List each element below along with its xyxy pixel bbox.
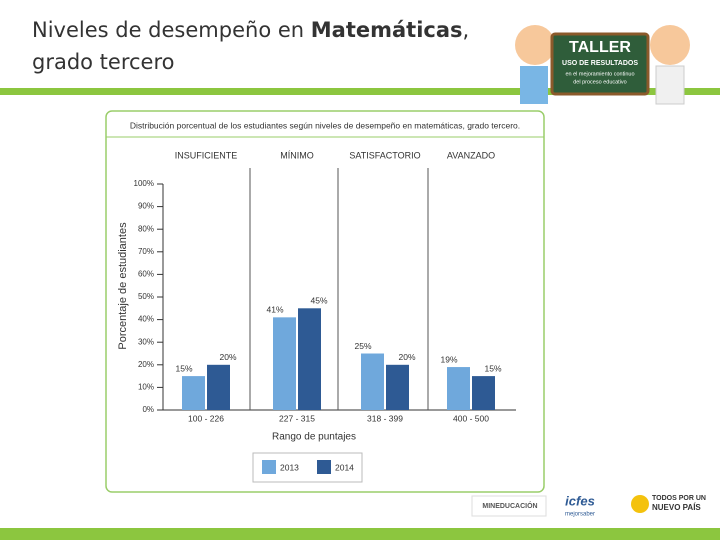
banner-board: [550, 32, 650, 96]
value-label: 41%: [266, 305, 283, 315]
logo-text: TODOS POR UN: [652, 495, 706, 502]
banner-text: TALLER: [569, 39, 631, 56]
bar: [207, 364, 230, 410]
heading-text: grado tercero: [32, 50, 175, 74]
banner-text: USO DE RESULTADOS: [562, 60, 638, 67]
legend-swatch: [262, 460, 276, 474]
level-label: AVANZADO: [447, 150, 495, 160]
bar: [386, 364, 409, 410]
logo-emblem: [631, 495, 649, 513]
character: [650, 25, 690, 65]
slide-heading: Niveles de desempeño en Matemáticas, grad…: [32, 14, 469, 78]
level-label: MÍNIMO: [280, 150, 314, 160]
banner-text: en el mejoramiento continuo: [565, 71, 634, 77]
value-label: 45%: [310, 296, 327, 306]
bar: [273, 317, 296, 410]
bar: [472, 376, 495, 410]
character: [515, 25, 555, 65]
logo-text: MINEDUCACIÓN: [482, 501, 537, 510]
chart-title: Distribución porcentual de los estudiant…: [130, 120, 520, 130]
bar: [447, 367, 470, 410]
level-label: SATISFACTORIO: [349, 150, 420, 160]
character: [655, 65, 685, 105]
heading-text: Niveles de desempeño en: [32, 18, 305, 42]
y-tick-label: 30%: [138, 337, 154, 346]
bar: [361, 353, 384, 410]
y-tick-label: 100%: [134, 179, 154, 188]
value-label: 19%: [440, 354, 457, 364]
logo-text: mejorsaber: [565, 512, 595, 518]
value-label: 25%: [354, 341, 371, 351]
y-tick-label: 40%: [138, 315, 154, 324]
y-tick-label: 70%: [138, 247, 154, 256]
heading-text: ,: [462, 18, 470, 42]
logo-box: [471, 495, 547, 517]
x-tick-label: 227 - 315: [279, 413, 315, 423]
y-tick-label: 60%: [138, 270, 154, 279]
x-tick-label: 100 - 226: [188, 413, 224, 423]
y-tick-label: 50%: [138, 292, 154, 301]
legend-box: [252, 452, 363, 483]
y-tick-label: 0%: [142, 405, 154, 414]
x-tick-label: 318 - 399: [367, 413, 403, 423]
logo-text: icfes: [565, 493, 595, 508]
top-band: [0, 88, 720, 95]
heading-bold: Matemáticas: [310, 18, 463, 42]
value-label: 15%: [175, 363, 192, 373]
legend-label: 2014: [335, 462, 354, 472]
x-tick-label: 400 - 500: [453, 413, 489, 423]
value-label: 15%: [484, 363, 501, 373]
value-label: 20%: [398, 352, 415, 362]
value-label: 20%: [219, 352, 236, 362]
bar: [298, 308, 321, 410]
y-tick-label: 10%: [138, 383, 154, 392]
y-tick-label: 80%: [138, 224, 154, 233]
character: [520, 66, 548, 104]
banner-text: del proceso educativo: [573, 79, 627, 85]
y-axis-label: Porcentaje de estudiantes: [117, 222, 129, 350]
level-label: INSUFICIENTE: [175, 150, 238, 160]
bottom-band: [0, 528, 720, 540]
x-axis-label: Rango de puntajes: [272, 432, 356, 443]
legend-label: 2013: [280, 462, 299, 472]
y-tick-label: 20%: [138, 360, 154, 369]
bar: [182, 376, 205, 410]
y-tick-label: 90%: [138, 202, 154, 211]
legend-swatch: [317, 460, 331, 474]
logo-text: NUEVO PAÍS: [652, 503, 701, 512]
